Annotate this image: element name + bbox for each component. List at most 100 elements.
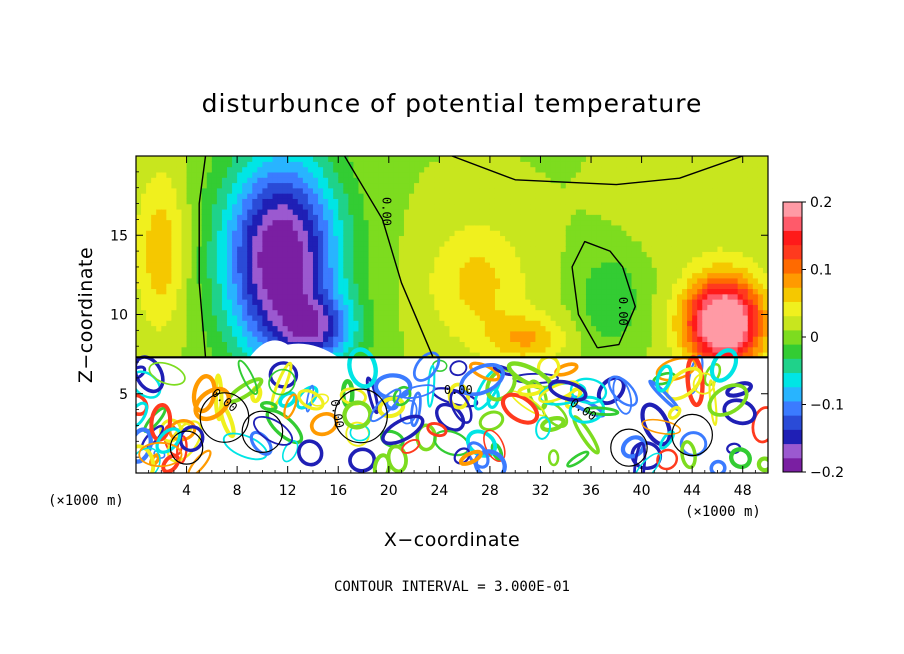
field-cell <box>307 166 314 173</box>
field-cell <box>752 219 759 226</box>
field-cell <box>762 256 768 263</box>
field-cell <box>146 230 152 237</box>
field-cell <box>469 256 476 263</box>
field-cell <box>409 288 415 295</box>
field-cell <box>484 177 491 184</box>
field-cell <box>176 203 183 210</box>
field-cell <box>692 288 698 295</box>
field-cell <box>762 330 768 337</box>
field-cell <box>616 330 622 337</box>
field-cell <box>752 230 759 237</box>
field-cell <box>156 283 162 290</box>
contour-label: 0.00 <box>379 197 393 226</box>
field-cell <box>333 325 339 332</box>
field-cell <box>525 256 531 263</box>
field-cell <box>181 198 188 205</box>
field-cell <box>287 203 294 210</box>
field-cell <box>641 256 648 263</box>
field-cell <box>429 166 435 173</box>
field-cell <box>328 171 334 178</box>
field-cell <box>257 277 263 284</box>
field-cell <box>414 283 420 290</box>
field-cell <box>469 341 476 348</box>
field-cell <box>373 293 380 300</box>
field-cell <box>227 288 233 295</box>
field-cell <box>409 267 415 274</box>
field-cell <box>368 208 375 215</box>
field-cell <box>489 224 496 231</box>
field-cell <box>449 256 456 263</box>
field-cell <box>151 330 157 337</box>
field-cell <box>206 156 213 162</box>
field-cell <box>206 230 213 237</box>
field-cell <box>424 177 430 184</box>
field-cell <box>333 261 339 268</box>
field-cell <box>292 235 299 242</box>
field-cell <box>257 341 263 348</box>
field-cell <box>636 330 643 337</box>
field-cell <box>601 330 607 337</box>
field-cell <box>221 224 228 231</box>
field-cell <box>186 246 193 252</box>
field-cell <box>560 299 567 305</box>
field-cell <box>687 351 693 358</box>
field-cell <box>596 325 602 332</box>
field-cell <box>737 351 744 358</box>
field-cell <box>535 251 542 258</box>
field-cell <box>201 251 208 258</box>
field-cell <box>186 346 193 353</box>
field-cell <box>565 198 572 205</box>
field-cell <box>292 198 299 205</box>
field-cell <box>641 277 648 284</box>
field-cell <box>368 214 375 221</box>
field-cell <box>611 351 617 358</box>
field-cell <box>146 203 152 210</box>
field-cell <box>358 214 365 221</box>
field-cell <box>353 309 360 316</box>
field-cell <box>307 171 314 178</box>
field-cell <box>550 224 557 231</box>
field-cell <box>444 156 451 162</box>
field-cell <box>762 240 768 247</box>
field-cell <box>328 166 334 173</box>
field-cell <box>257 330 263 337</box>
field-cell <box>191 293 198 300</box>
field-cell <box>242 325 248 332</box>
field-cell <box>171 346 178 353</box>
field-cell <box>505 166 511 173</box>
field-cell <box>454 309 461 316</box>
contour-line <box>451 156 743 186</box>
field-cell <box>358 177 365 184</box>
field-cell <box>292 320 299 327</box>
field-cell <box>742 304 749 311</box>
field-cell <box>166 177 172 184</box>
field-cell <box>530 203 537 210</box>
field-cell <box>631 341 638 348</box>
field-cell <box>439 224 446 231</box>
field-cell <box>626 177 633 184</box>
field-cell <box>606 171 612 178</box>
field-cell <box>737 272 744 279</box>
field-cell <box>171 336 178 343</box>
field-cell <box>525 336 531 343</box>
field-cell <box>621 171 628 178</box>
field-cell <box>732 304 739 311</box>
field-cell <box>636 336 643 343</box>
field-cell <box>328 246 334 252</box>
field-cell <box>722 309 729 316</box>
field-cell <box>237 240 243 247</box>
field-cell <box>312 214 319 221</box>
field-cell <box>156 309 162 316</box>
turbulent-eddy <box>612 377 633 415</box>
field-cell <box>661 299 668 305</box>
field-cell <box>186 272 193 279</box>
field-cell <box>601 251 607 258</box>
field-cell <box>717 208 724 215</box>
field-cell <box>742 193 749 199</box>
field-cell <box>439 314 446 321</box>
field-cell <box>297 235 304 242</box>
field-cell <box>616 156 622 162</box>
turbulent-eddy <box>136 401 149 429</box>
field-cell <box>722 304 729 311</box>
field-cell <box>227 272 233 279</box>
